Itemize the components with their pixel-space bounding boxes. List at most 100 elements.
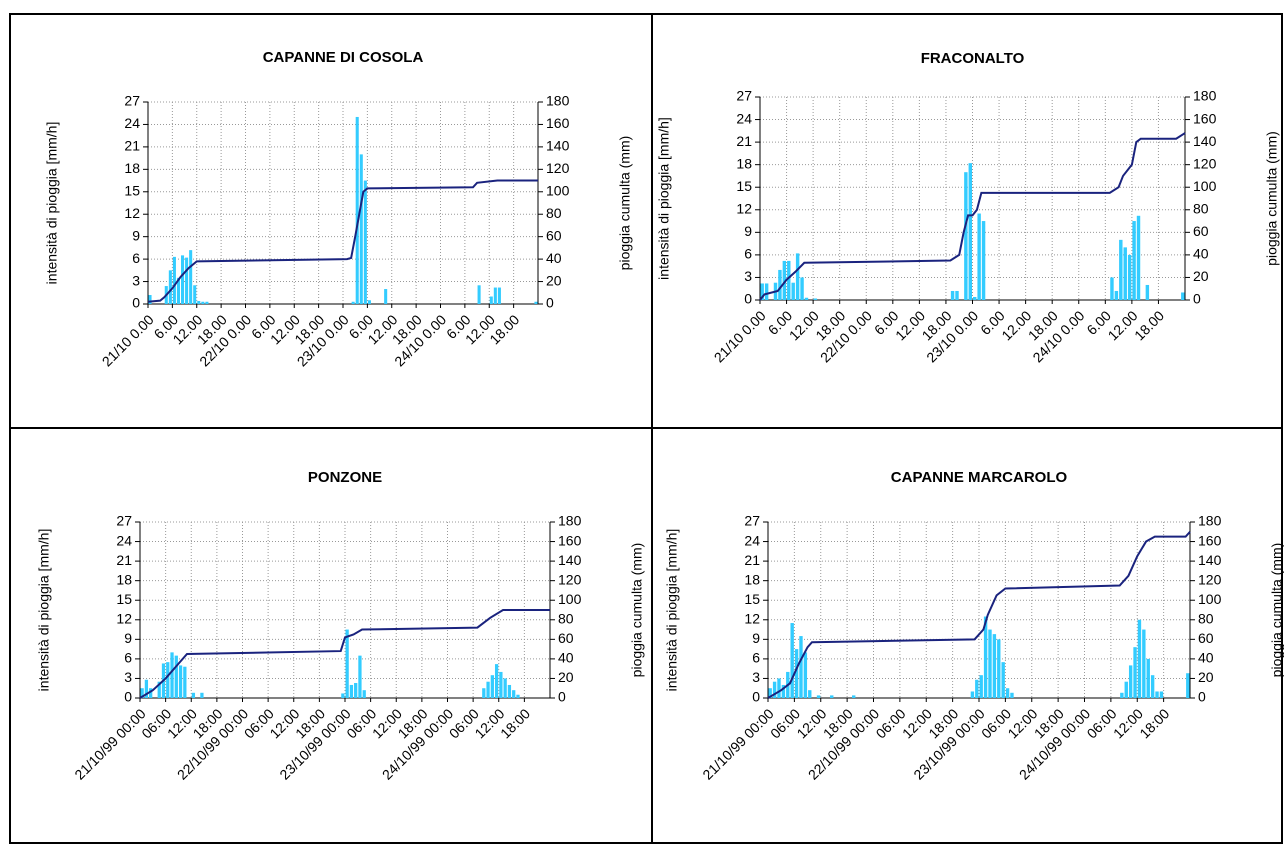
y2-tick-label: 0 <box>558 689 566 705</box>
y2-axis-label: pioggia cumulta (mm) <box>629 543 645 678</box>
y2-tick-label: 180 <box>1198 513 1222 529</box>
y2-tick-label: 0 <box>1193 291 1201 307</box>
x-tick-label: 21/10/99 00:00 <box>699 705 777 783</box>
x-tick-label: 06:00 <box>978 705 1014 741</box>
bar <box>490 675 494 698</box>
x-tick-label: 21/10 0.00 <box>711 307 769 365</box>
bar <box>351 301 355 304</box>
y-axis-label: intensità di pioggia [mm/h] <box>36 529 52 692</box>
x-tick-label: 12:00 <box>899 705 935 741</box>
bar <box>1010 692 1014 698</box>
bar <box>1132 221 1136 300</box>
bar <box>534 301 538 304</box>
y-tick-label: 6 <box>752 650 760 666</box>
bar <box>781 684 786 698</box>
x-tick-label: 06:00 <box>767 705 803 741</box>
y-tick-label: 18 <box>744 571 760 587</box>
bar <box>1001 662 1005 698</box>
bar <box>486 681 490 698</box>
y2-tick-label: 20 <box>546 272 562 288</box>
y-tick-label: 21 <box>736 133 752 149</box>
y-tick-label: 3 <box>744 268 752 284</box>
bar <box>772 681 777 698</box>
chart: PONZONE intensità di pioggia [mm/h] pioggi… <box>36 469 645 783</box>
y-tick-label: 15 <box>116 591 132 607</box>
bar <box>787 260 791 300</box>
bar <box>172 256 176 304</box>
bar <box>808 690 812 698</box>
y2-tick-label: 100 <box>546 182 570 198</box>
bar <box>800 277 804 300</box>
y-tick-label: 12 <box>116 610 132 626</box>
bar <box>168 270 172 304</box>
y-tick-label: 27 <box>744 513 760 529</box>
y2-tick-label: 0 <box>546 295 554 311</box>
y-tick-label: 27 <box>124 93 140 109</box>
bar <box>359 154 363 304</box>
y-tick-label: 6 <box>124 650 132 666</box>
y-axis-label: intensità di pioggia [mm/h] <box>656 117 672 280</box>
bar <box>981 221 986 300</box>
y-tick-label: 27 <box>116 513 132 529</box>
bar <box>1155 691 1159 698</box>
bar <box>777 678 781 698</box>
bar <box>778 269 782 300</box>
bar <box>1123 247 1127 300</box>
bar <box>185 257 189 304</box>
y-tick-label: 18 <box>116 571 132 587</box>
y2-tick-label: 60 <box>1193 223 1209 239</box>
bar <box>1120 692 1124 698</box>
x-tick-label: 12:00 <box>1110 705 1146 741</box>
bar <box>494 664 499 698</box>
y2-tick-label: 40 <box>1198 650 1214 666</box>
bar <box>174 655 178 698</box>
y2-tick-label: 160 <box>1193 110 1217 126</box>
y2-tick-label: 20 <box>1198 669 1214 685</box>
bar <box>1186 673 1190 698</box>
bar <box>1124 681 1128 698</box>
y-axis-label: intensità di pioggia [mm/h] <box>44 122 60 285</box>
chart-title: CAPANNE MARCAROLO <box>891 469 1068 486</box>
bar <box>166 662 170 698</box>
y-tick-label: 18 <box>124 160 140 176</box>
y2-tick-label: 80 <box>1193 200 1209 216</box>
bar <box>503 678 507 698</box>
bar <box>997 639 1001 698</box>
y-tick-label: 12 <box>736 200 752 216</box>
cumulative-line <box>147 179 538 303</box>
bar <box>157 681 161 698</box>
bar <box>1181 292 1185 300</box>
chart: FRACONALTO intensità di pioggia [mm/h] pio… <box>656 50 1280 366</box>
y-tick-label: 24 <box>116 532 132 548</box>
y-tick-label: 9 <box>744 223 752 239</box>
chart-title: PONZONE <box>308 469 382 486</box>
y-tick-label: 0 <box>132 295 140 311</box>
bar <box>197 301 201 304</box>
bar <box>813 298 818 300</box>
bar <box>791 282 795 300</box>
bar <box>768 688 772 698</box>
bar <box>955 290 959 300</box>
y2-tick-label: 160 <box>558 532 582 548</box>
y-tick-label: 27 <box>736 88 752 104</box>
y2-tick-label: 60 <box>558 630 574 646</box>
y2-tick-label: 40 <box>546 250 562 266</box>
bar <box>1110 277 1114 300</box>
x-tick-label: 12:00 <box>1004 705 1040 741</box>
chart: CAPANNE MARCAROLO intensità di pioggia [m… <box>664 469 1284 783</box>
bar <box>973 296 977 300</box>
bar <box>178 665 183 698</box>
bar <box>790 623 794 698</box>
y-tick-label: 12 <box>124 205 140 221</box>
bar <box>362 690 366 698</box>
bar <box>516 694 520 698</box>
x-tick-label: 06:00 <box>1084 705 1120 741</box>
y-tick-label: 24 <box>736 110 752 126</box>
y-tick-label: 3 <box>124 669 132 685</box>
bar <box>144 679 149 698</box>
x-tick-label: 18.00 <box>1131 307 1167 343</box>
y2-tick-label: 140 <box>546 138 570 154</box>
bar <box>760 283 764 300</box>
bar <box>830 695 834 698</box>
y2-tick-label: 100 <box>558 591 582 607</box>
